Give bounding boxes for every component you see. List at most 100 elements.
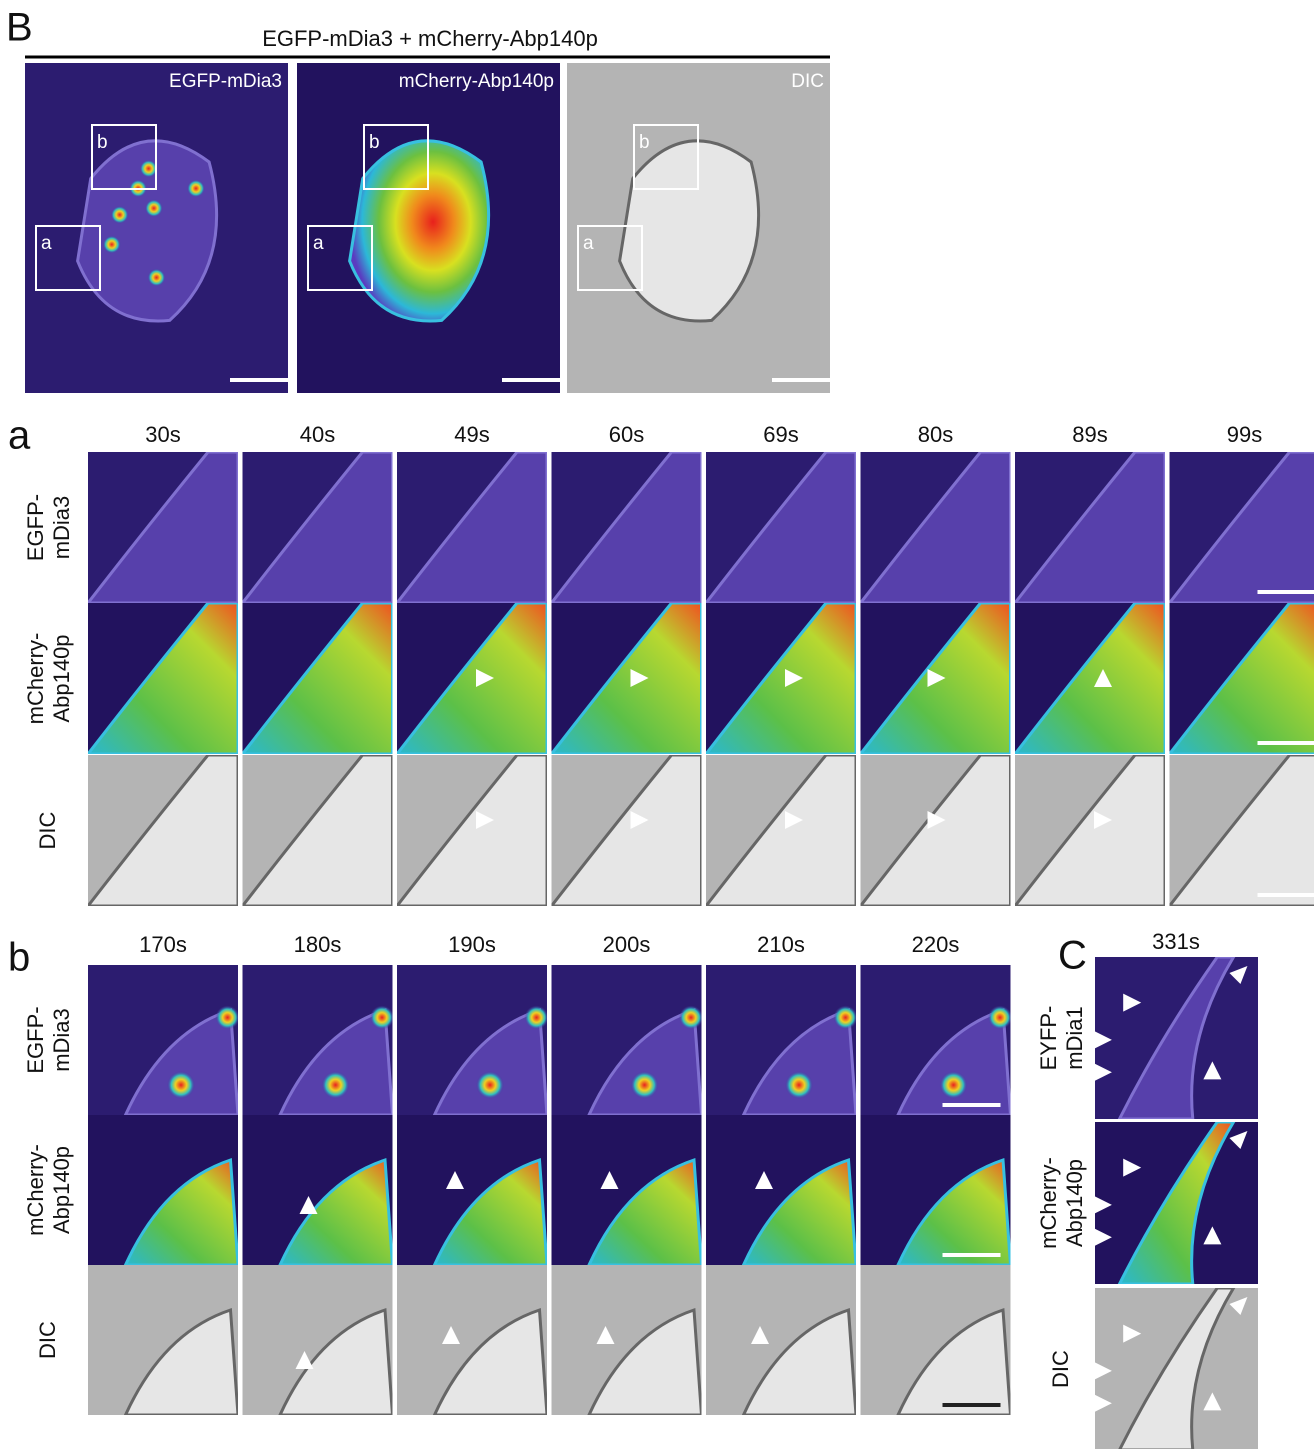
time-label: 190s bbox=[448, 932, 496, 957]
time-label: 170s bbox=[139, 932, 187, 957]
puncta bbox=[216, 1006, 240, 1030]
image-content bbox=[861, 755, 1011, 906]
image-content bbox=[1170, 452, 1314, 603]
panel-label: C bbox=[1058, 934, 1087, 978]
time-label: 80s bbox=[918, 422, 953, 447]
puncta bbox=[370, 1006, 394, 1030]
micrograph bbox=[88, 452, 238, 603]
micrograph bbox=[861, 755, 1011, 906]
image-content bbox=[706, 603, 856, 754]
puncta bbox=[785, 1071, 813, 1099]
roi-label: b bbox=[97, 132, 108, 153]
time-label: 30s bbox=[145, 422, 180, 447]
image-content bbox=[552, 1115, 702, 1265]
micrograph bbox=[88, 755, 238, 906]
image-content bbox=[1170, 755, 1314, 906]
image-content bbox=[1095, 1122, 1258, 1284]
puncta bbox=[834, 1006, 858, 1030]
image-content bbox=[88, 1265, 238, 1415]
image-content bbox=[243, 452, 393, 603]
puncta bbox=[103, 236, 121, 254]
micrograph bbox=[397, 965, 549, 1115]
micrograph bbox=[706, 1115, 856, 1265]
image-content bbox=[243, 1265, 393, 1415]
time-label: 220s bbox=[912, 932, 960, 957]
image-content bbox=[861, 1115, 1011, 1265]
puncta bbox=[322, 1071, 350, 1099]
micrograph bbox=[243, 755, 393, 906]
puncta bbox=[140, 160, 158, 178]
image-content bbox=[861, 1265, 1011, 1415]
puncta bbox=[988, 1006, 1012, 1030]
time-label: 60s bbox=[609, 422, 644, 447]
time-label: 210s bbox=[757, 932, 805, 957]
micrograph bbox=[397, 755, 547, 906]
micrograph bbox=[861, 1265, 1011, 1415]
row-label: mCherry- bbox=[23, 633, 48, 725]
micrograph bbox=[1015, 755, 1165, 906]
image-content bbox=[552, 755, 702, 906]
micrograph bbox=[243, 603, 393, 754]
row-label: EYFP- bbox=[1036, 1006, 1061, 1071]
micrograph bbox=[861, 452, 1011, 603]
image-content bbox=[397, 965, 549, 1115]
micrograph bbox=[1170, 603, 1314, 754]
row-label: EGFP- bbox=[23, 494, 48, 561]
micrograph bbox=[552, 755, 702, 906]
image-content bbox=[397, 1115, 547, 1265]
time-label: 180s bbox=[294, 932, 342, 957]
time-label: 40s bbox=[300, 422, 335, 447]
puncta bbox=[167, 1071, 195, 1099]
micrograph bbox=[1015, 452, 1165, 603]
time-label: 49s bbox=[454, 422, 489, 447]
roi-label: b bbox=[639, 132, 650, 153]
image-content bbox=[1015, 755, 1165, 906]
row-label: mDia3 bbox=[49, 1008, 74, 1072]
micrograph bbox=[706, 603, 856, 754]
panel-label: B bbox=[6, 6, 33, 50]
image-content bbox=[552, 1265, 702, 1415]
image-content bbox=[567, 63, 830, 393]
micrograph bbox=[243, 1115, 393, 1265]
micrograph bbox=[1095, 957, 1258, 1119]
micrograph bbox=[706, 452, 856, 603]
puncta bbox=[148, 269, 166, 287]
image-content bbox=[1095, 1288, 1258, 1449]
image-content bbox=[552, 452, 702, 603]
image-content bbox=[88, 452, 238, 603]
micrograph bbox=[706, 1265, 856, 1415]
image-content bbox=[552, 965, 704, 1115]
image-content bbox=[88, 603, 238, 754]
micrograph bbox=[552, 1265, 702, 1415]
figure: B EGFP-mDia3 + mCherry-Abp140p a b C 331… bbox=[0, 0, 1314, 1449]
time-label: 99s bbox=[1227, 422, 1262, 447]
micrograph bbox=[1170, 452, 1314, 603]
micrograph bbox=[297, 63, 560, 393]
puncta bbox=[525, 1006, 549, 1030]
micrograph bbox=[567, 63, 830, 393]
puncta bbox=[145, 199, 163, 217]
micrograph bbox=[552, 452, 702, 603]
roi-label: a bbox=[313, 233, 324, 254]
image-content bbox=[1095, 957, 1258, 1119]
image-content bbox=[552, 603, 702, 754]
image-content bbox=[88, 755, 238, 906]
puncta bbox=[940, 1071, 968, 1099]
row-label: DIC bbox=[35, 811, 60, 849]
micrograph bbox=[25, 63, 288, 393]
micrograph bbox=[397, 603, 547, 754]
image-content bbox=[706, 452, 856, 603]
image-content bbox=[397, 603, 547, 754]
time-label: 331s bbox=[1152, 929, 1200, 954]
image-content bbox=[243, 965, 395, 1115]
time-label: 200s bbox=[603, 932, 651, 957]
row-label: Abp140p bbox=[49, 634, 74, 722]
micrograph bbox=[706, 755, 856, 906]
micrograph bbox=[397, 1265, 547, 1415]
image-content bbox=[861, 965, 1013, 1115]
image-content bbox=[88, 965, 240, 1115]
micrograph bbox=[861, 1115, 1011, 1265]
micrograph bbox=[552, 965, 704, 1115]
micrograph bbox=[397, 452, 547, 603]
image-label: EGFP-mDia3 bbox=[169, 71, 282, 92]
